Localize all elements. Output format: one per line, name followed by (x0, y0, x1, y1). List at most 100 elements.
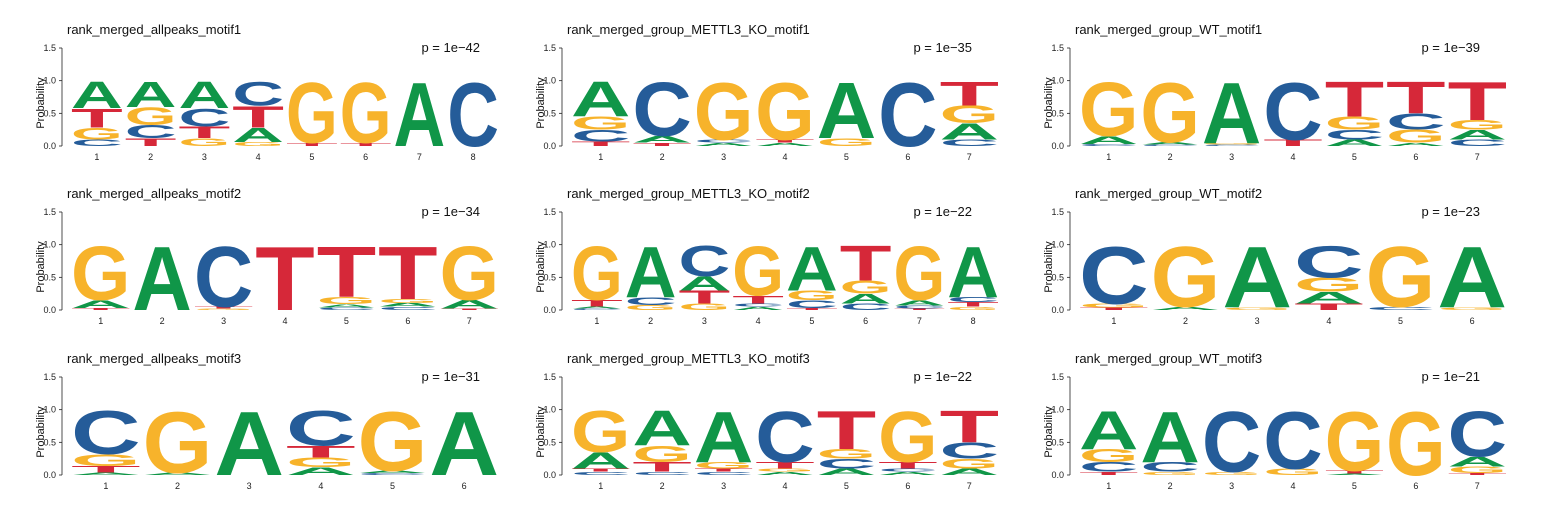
x-tick-label: 6 (905, 481, 910, 491)
x-tick-label: 4 (318, 481, 323, 491)
logo-letter-C-pos8: C (447, 65, 499, 166)
x-tick-label: 5 (1398, 316, 1403, 326)
x-tick-label: 1 (98, 316, 103, 326)
y-axis-label: Probability (535, 406, 547, 458)
logo-letter-T-pos4: T (755, 460, 814, 470)
logo-letter-G-pos8: G (947, 306, 999, 311)
logo-letter-C-pos8: C (947, 296, 999, 304)
x-tick-label: 2 (160, 316, 165, 326)
y-tick-label: 0.5 (1051, 108, 1064, 118)
y-tick-label: 1.0 (43, 405, 56, 415)
panel-title: rank_merged_allpeaks_motif2 (67, 186, 241, 201)
logo-letter-A-pos7: A (1448, 127, 1507, 142)
y-axis-label: Probability (535, 241, 547, 293)
x-tick-label: 2 (1168, 481, 1173, 491)
logo-letter-C-pos1: C (571, 308, 623, 310)
y-tick-label: 1.5 (1051, 372, 1064, 382)
logo-letter-T-pos7: T (894, 308, 946, 310)
logo-letter-G-pos2: G (1140, 471, 1199, 476)
logo-letter-T-pos5: T (1325, 72, 1384, 128)
logo-letter-A-pos7: A (1448, 455, 1507, 470)
panel-title: rank_merged_group_WT_motif2 (1075, 186, 1262, 201)
logo-letter-G-pos5: G (317, 295, 376, 306)
logo-letter-T-pos6: T (378, 231, 437, 315)
logo-letter-A-pos2: A (132, 229, 191, 330)
logo-letter-T-pos7: T (1448, 71, 1507, 132)
logo-letter-C-pos4: C (1263, 67, 1322, 158)
x-tick-label: 4 (782, 481, 787, 491)
y-tick-label: 0.0 (1051, 141, 1064, 151)
logo-letter-G-pos6: G (378, 298, 437, 304)
logo-letter-A-pos1: A (571, 306, 623, 309)
logo-letter-G-pos3: G (694, 460, 753, 470)
logo-letter-T-pos1: T (571, 468, 630, 473)
x-tick-label: 3 (202, 152, 207, 162)
logo-letter-T-pos6: T (840, 235, 892, 291)
y-tick-label: 1.5 (543, 207, 556, 217)
panel-title: rank_merged_group_WT_motif1 (1075, 22, 1262, 37)
panel-pvalue: p = 1e−21 (1421, 369, 1480, 384)
panel-pvalue: p = 1e−35 (913, 40, 972, 55)
logo-letter-A-pos5: A (317, 303, 376, 308)
x-tick-label: 3 (721, 481, 726, 491)
logo-letter-A-pos3: A (694, 397, 753, 477)
logo-letter-A-pos5: A (1325, 138, 1384, 148)
panel-title: rank_merged_group_METTL3_KO_motif2 (567, 186, 810, 201)
logo-letter-A-pos2: A (1140, 141, 1199, 145)
x-tick-label: 4 (1290, 152, 1295, 162)
x-tick-label: 5 (1352, 481, 1357, 491)
logo-letter-C-pos2: C (632, 67, 691, 153)
logo-letter-T-pos4: T (755, 139, 814, 144)
x-tick-label: 8 (471, 152, 476, 162)
logo-letter-A-pos6: A (1386, 142, 1445, 147)
logo-letter-C-pos2: C (632, 471, 691, 476)
y-tick-label: 0.0 (43, 470, 56, 480)
logo-letter-T-pos4: T (255, 228, 314, 329)
logo-letter-G-pos1: G (571, 399, 630, 465)
logo-letter-T-pos7: T (940, 402, 999, 453)
logo-letter-C-pos5: C (317, 307, 376, 311)
logo-letter-A-pos2: A (625, 233, 677, 314)
logo-letter-G-pos5: G (817, 446, 876, 461)
logo-letter-G-pos5: G (1366, 228, 1436, 325)
x-tick-label: 3 (1229, 152, 1234, 162)
y-tick-label: 0.5 (543, 108, 556, 118)
x-tick-label: 1 (598, 481, 603, 491)
logo-letter-G-pos4: G (755, 468, 814, 473)
logo-letter-G-pos6: G (840, 278, 892, 298)
x-tick-label: 1 (1106, 481, 1111, 491)
y-axis-label: Probability (35, 77, 47, 129)
logo-letter-A-pos7: A (940, 119, 999, 145)
logo-letter-T-pos4: T (1294, 302, 1364, 312)
logo-letter-A-pos7: A (394, 65, 446, 166)
y-axis-label: Probability (535, 77, 547, 129)
logo-letter-C-pos6: C (378, 306, 437, 311)
logo-letter-G-pos6: G (1386, 126, 1445, 146)
logo-letter-T-pos1: T (571, 298, 623, 308)
panel-pvalue: p = 1e−34 (421, 204, 480, 219)
y-tick-label: 0.5 (1051, 437, 1064, 447)
y-tick-label: 1.0 (43, 76, 56, 86)
x-tick-label: 6 (863, 316, 868, 326)
x-tick-label: 5 (809, 316, 814, 326)
x-tick-label: 2 (660, 481, 665, 491)
logo-letter-T-pos7: T (940, 75, 999, 113)
x-tick-label: 7 (967, 152, 972, 162)
logo-letter-A-pos3: A (1202, 64, 1261, 162)
logo-letter-G-pos3: G (1202, 471, 1261, 476)
logo-letter-A-pos6: A (878, 471, 937, 476)
logo-letter-T-pos1: T (71, 464, 141, 474)
y-tick-label: 1.0 (1051, 240, 1064, 250)
y-tick-label: 1.5 (1051, 207, 1064, 217)
logo-letter-A-pos7: A (940, 467, 999, 477)
x-tick-label: 7 (917, 316, 922, 326)
logo-letter-A-pos7: A (894, 299, 946, 307)
logo-letter-G-pos2: G (125, 102, 177, 131)
logo-letter-T-pos7: T (1448, 473, 1507, 476)
